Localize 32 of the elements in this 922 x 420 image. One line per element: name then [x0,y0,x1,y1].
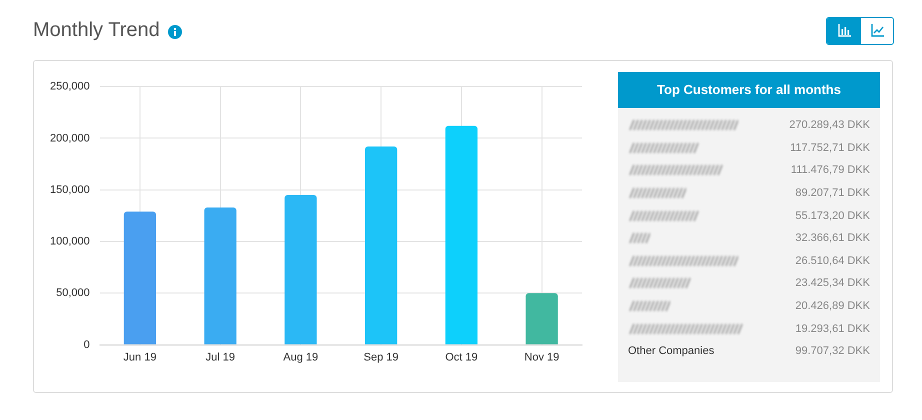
bar [124,212,156,344]
text: 55.173,20 DKK [795,210,870,222]
text: 32.366,61 DKK [795,232,870,244]
y-tick-label: 50,000 [56,287,90,300]
x-tick-label: Jun 19 [123,351,156,364]
x-tick-label: Sep 19 [364,351,399,364]
chart-title: Monthly Trend [33,19,160,42]
text: 23.425,34 DKK [795,277,870,290]
y-tick-label: 100,000 [50,236,90,248]
y-tick-label: 200,000 [50,132,90,144]
x-tick-label: Nov 19 [524,351,560,364]
text: 26.510,64 DKK [795,254,870,267]
y-tick-label: 150,000 [50,184,90,196]
text: 111.476,79 DKK [790,164,870,176]
text: 20.426,89 DKK [795,300,870,312]
x-tick-label: Aug 19 [283,351,318,364]
y-tick-label: 0 [84,338,90,351]
x-tick-label: Jul 19 [206,351,235,364]
bar [526,293,558,344]
bar [364,146,398,344]
bar [204,207,236,344]
text: 117.752,71 DKK [790,142,870,154]
text: 270.289,43 DKK [789,119,870,132]
text: 89.207,71 DKK [795,187,870,200]
x-tick-label: Oct 19 [445,351,478,364]
y-tick-label: 250,000 [50,80,90,93]
bar [445,126,478,344]
text: 99.707,32 DKK [795,345,870,358]
text: 19.293,61 DKK [795,322,870,335]
category-label: Other Companies [628,345,714,358]
bar [284,195,317,344]
text: Top Customers for all months [618,72,880,108]
